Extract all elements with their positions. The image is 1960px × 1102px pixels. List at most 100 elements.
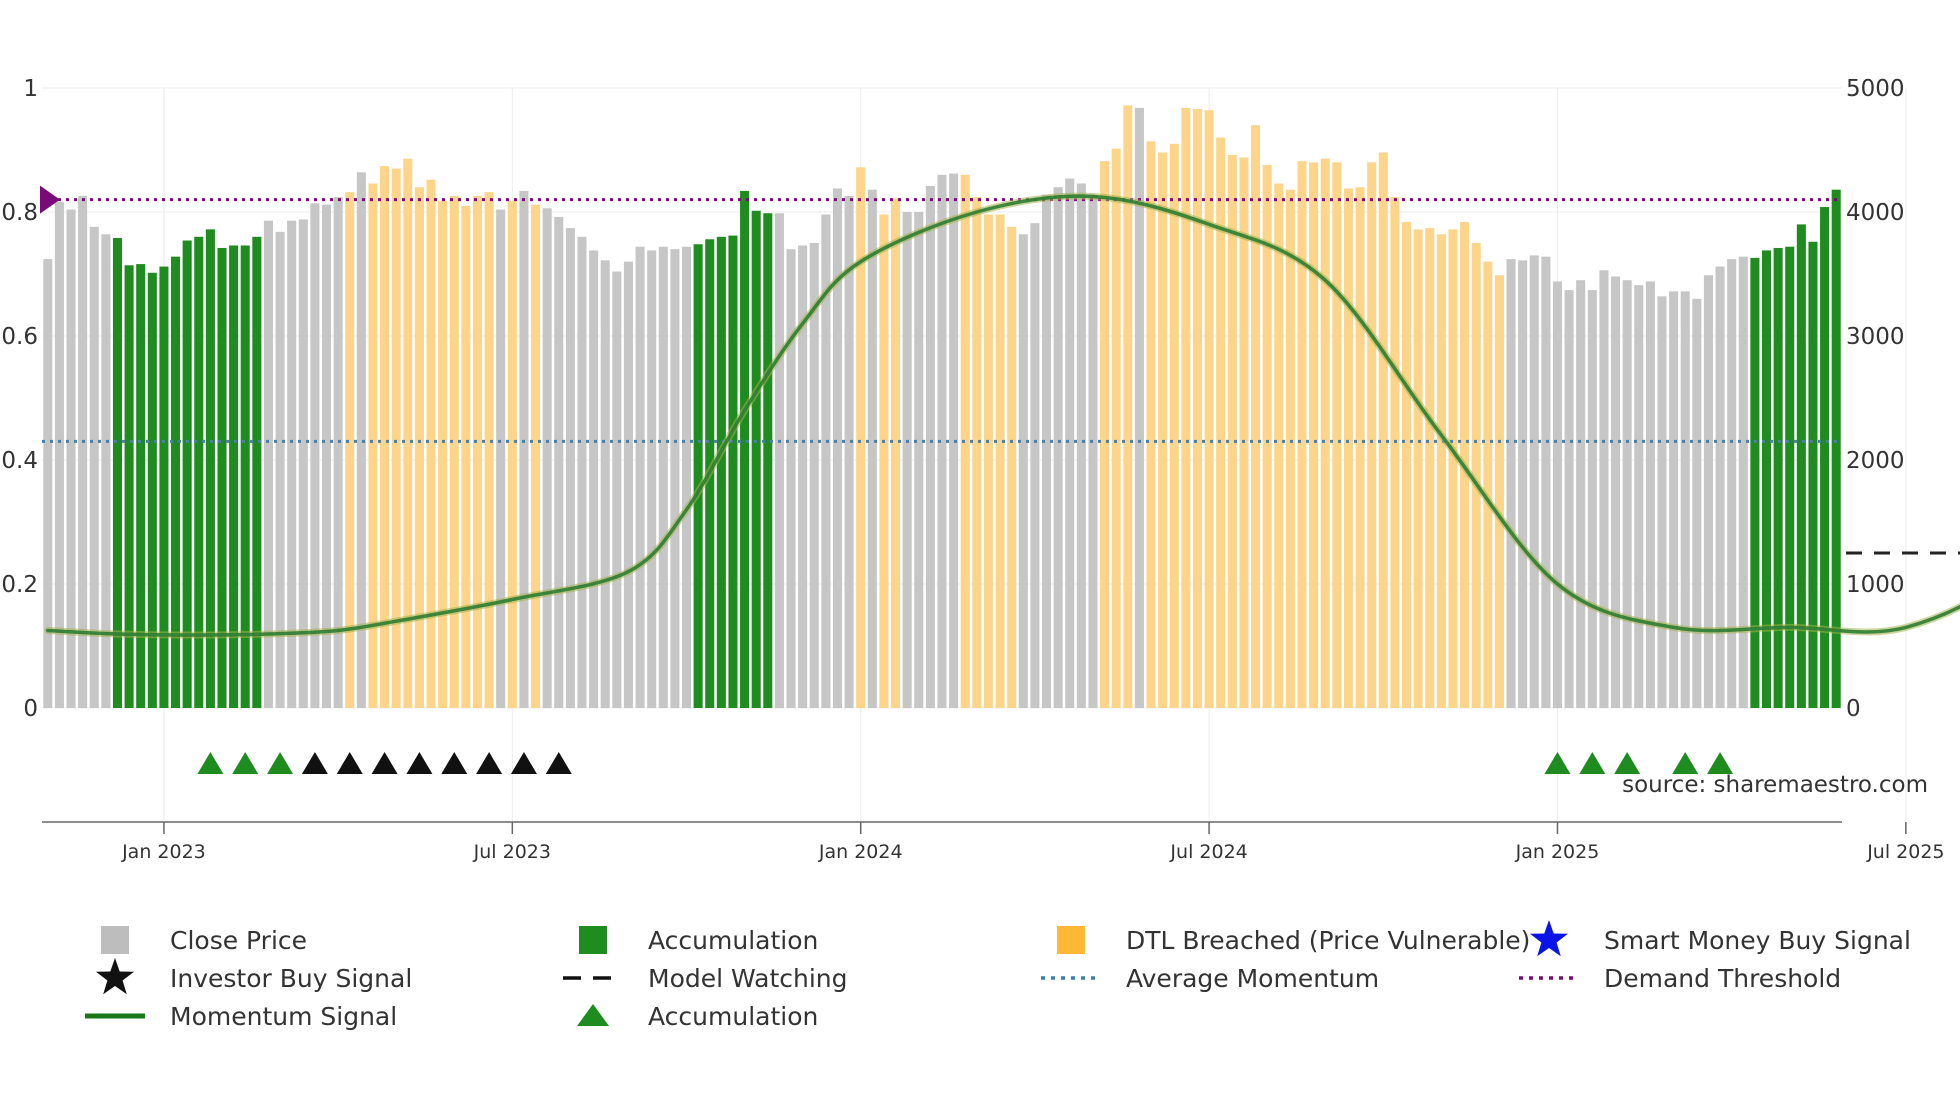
x-tick-label: Jan 2024 [818,841,903,863]
price-bar [1088,194,1098,708]
price-bar [1401,221,1412,709]
legend-symbol [101,926,129,954]
price-bar [89,226,99,708]
price-bar [1680,291,1690,708]
price-bar [356,172,366,708]
price-bar [856,167,866,709]
price-bar [1343,188,1353,708]
price-bar [438,200,448,708]
price-bar [740,190,750,709]
price-bar [240,245,250,709]
price-bar [1041,194,1052,708]
price-bar [670,249,680,708]
price-bar [751,210,761,708]
investor-buy-marker [510,752,537,774]
price-bar [287,220,297,708]
y-left-tick-label: 0 [23,696,38,722]
x-tick-label: Jul 2024 [1169,841,1247,863]
legend-item-dtl: DTL Breached (Price Vulnerable) [1057,926,1530,955]
price-bar [1390,197,1400,708]
investor-buy-marker [545,752,572,774]
price-bar [647,250,657,708]
price-bar [472,195,483,708]
legend-label: Momentum Signal [170,1002,397,1031]
price-bar [681,246,692,708]
y-left-tick-label: 1 [23,76,38,102]
price-bar [902,212,912,708]
legend: Close Price Accumulation DTL Breached (Pri… [85,920,1911,1031]
y-left-tick-label: 0.8 [1,200,38,226]
price-bar [1773,247,1783,708]
legend-symbol [579,926,607,954]
momentum-signal [44,192,1960,639]
price-bar [1065,178,1075,708]
price-bar [531,204,541,708]
price-bar [1831,189,1841,708]
price-bar [194,236,204,709]
price-bar [275,231,285,708]
price-bar [1053,187,1063,708]
legend-label: Average Momentum [1126,964,1379,993]
price-bar [774,213,784,709]
investor-buy-marker [441,752,468,774]
price-bar [879,214,889,709]
accumulation-triangle [232,752,259,774]
legend-item-close: Close Price [101,926,307,955]
price-bar [821,214,831,709]
price-bar [693,244,703,709]
price-bar [1262,164,1272,708]
accumulation-triangle [197,752,224,774]
price-bar [972,197,982,708]
price-bar [229,245,239,709]
accumulation-triangle [1707,752,1734,774]
signal-markers [197,752,1734,774]
y-right-tick-label: 4000 [1846,200,1905,226]
price-bar [101,234,111,708]
reference-lines [40,185,1960,555]
legend-label: Investor Buy Signal [170,964,412,993]
price-bar [1146,141,1156,708]
price-bar [1134,107,1144,709]
price-bar [728,235,738,708]
price-bar [1471,243,1481,708]
legend-symbol [1057,926,1085,954]
accumulation-triangle [1544,752,1571,774]
legend-item-momentum: Momentum Signal [85,1002,397,1031]
legend-label: Accumulation [648,926,818,955]
y-left-tick-label: 0.4 [1,448,38,474]
price-bar [1576,280,1586,708]
price-bar [949,173,959,708]
x-tick-label: Jul 2023 [473,841,551,863]
price-bar [1320,158,1330,708]
price-bar [1494,275,1504,708]
price-bar [1506,259,1516,708]
price-bar [623,261,633,708]
price-bar [252,236,262,709]
investor-buy-marker [406,752,433,774]
price-bar [1448,229,1458,709]
price-bar [565,228,575,708]
price-bar [1158,152,1168,709]
price-bar [1076,183,1086,709]
price-bar [1436,234,1446,708]
price-bar [542,208,552,708]
price-bar [124,265,134,708]
price-bar [716,236,726,709]
price-bar [298,219,308,708]
price-bar [1251,125,1261,708]
price-bar [995,214,1005,709]
accumulation-triangle [1672,752,1699,774]
price-bar [589,250,599,708]
price-bar [414,187,424,708]
price-bar [1192,109,1203,708]
price-bar [1738,256,1748,708]
price-bar [1785,246,1795,708]
legend-item-avgmom: Average Momentum [1041,964,1379,993]
price-bar [1587,290,1597,708]
legend-label: Close Price [170,926,307,955]
price-bar [1820,207,1830,709]
price-bar [321,204,332,708]
price-bar [600,260,610,708]
price-bar [1761,250,1772,708]
legend-label: Accumulation [648,1002,818,1031]
